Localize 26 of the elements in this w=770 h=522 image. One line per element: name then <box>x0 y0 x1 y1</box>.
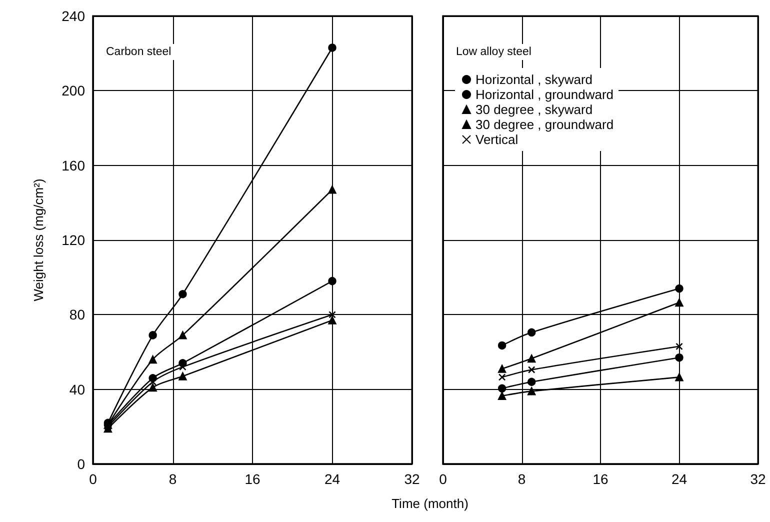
x-tick-label: 0 <box>439 471 448 487</box>
legend-label: 30 degree , groundward <box>476 117 614 132</box>
x-tick-label: 32 <box>750 471 766 487</box>
y-tick-label: 200 <box>62 82 86 99</box>
y-tick-label: 80 <box>69 306 86 323</box>
text: Low alloy steel <box>456 46 532 58</box>
y-axis-title: Weight loss (mg/cm²) <box>31 178 46 302</box>
y-tick-label: 240 <box>62 8 86 24</box>
legend-label: 30 degree , skyward <box>476 102 593 117</box>
legend-label: Horizontal , groundward <box>476 87 614 102</box>
y-tick-label: 160 <box>62 157 86 174</box>
y-tick-label: 40 <box>69 381 86 398</box>
x-tick-label: 24 <box>324 471 340 487</box>
x-tick-label: 16 <box>244 471 260 487</box>
x-tick-label: 0 <box>89 471 98 487</box>
legend-label: Horizontal , skyward <box>476 72 593 87</box>
legend-label: Vertical <box>476 132 518 147</box>
x-tick-label: 24 <box>671 471 688 487</box>
x-axis-title: Time (month) <box>390 496 470 511</box>
x-tick-label: 16 <box>592 471 608 487</box>
x-tick-label: 8 <box>518 471 526 487</box>
text: Carbon steel <box>106 46 172 58</box>
x-tick-label: 32 <box>404 471 420 487</box>
x-tick-label: 8 <box>168 471 177 487</box>
y-tick-label: 120 <box>62 232 86 248</box>
y-tick-label: 0 <box>77 456 86 472</box>
